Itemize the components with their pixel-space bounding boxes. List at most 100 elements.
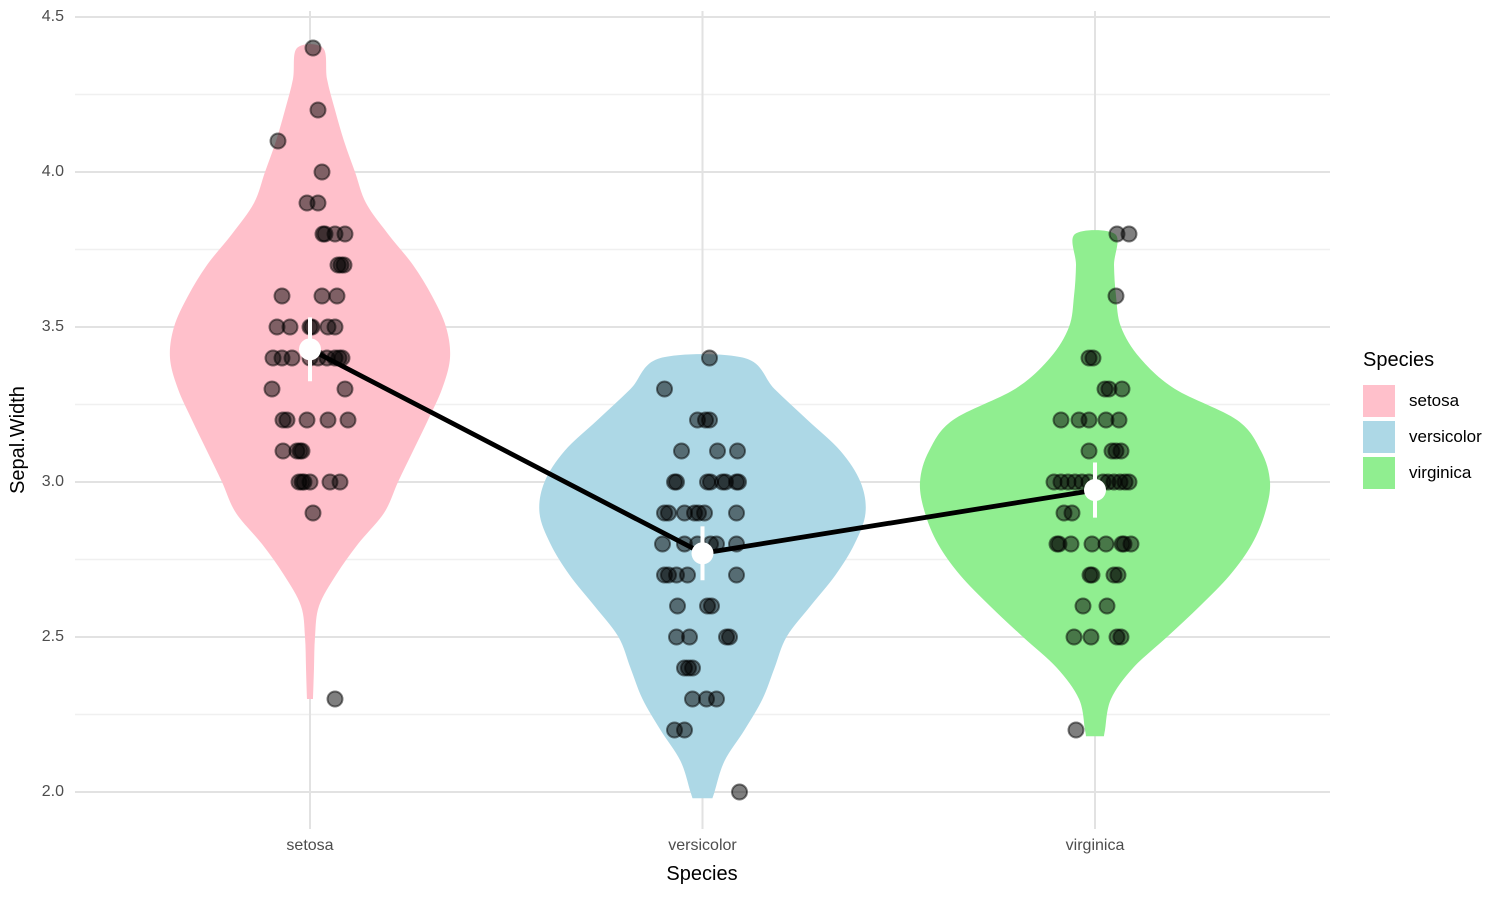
data-point-setosa xyxy=(335,256,353,274)
data-point-setosa xyxy=(328,287,346,305)
data-point-setosa xyxy=(278,411,296,429)
data-point-virginica xyxy=(1109,566,1127,584)
y-tick-label: 3.5 xyxy=(41,318,64,335)
data-point-virginica xyxy=(1083,566,1101,584)
mean-point-versicolor xyxy=(691,542,714,565)
data-point-setosa xyxy=(269,132,287,150)
data-point-setosa xyxy=(301,473,319,491)
data-point-versicolor xyxy=(673,442,690,460)
data-point-versicolor xyxy=(696,504,713,522)
data-point-virginica xyxy=(1084,349,1102,367)
data-point-virginica xyxy=(1107,287,1125,305)
mean-pointranges xyxy=(299,317,1106,581)
data-point-versicolor xyxy=(676,721,693,739)
y-tick-label: 4.0 xyxy=(41,163,64,180)
legend-title: Species xyxy=(1363,349,1435,371)
data-point-versicolor xyxy=(728,566,745,584)
data-point-versicolor xyxy=(660,504,677,522)
x-axis-title: Species xyxy=(666,863,738,885)
data-point-setosa xyxy=(339,411,357,429)
data-point-versicolor xyxy=(729,442,746,460)
legend: Species setosa versicolor virginica xyxy=(1363,348,1482,493)
data-point-versicolor xyxy=(701,349,718,367)
data-point-virginica xyxy=(1074,597,1092,615)
legend-swatch-virginica xyxy=(1363,457,1395,489)
data-point-setosa xyxy=(309,101,327,119)
legend-swatch-versicolor xyxy=(1363,421,1395,453)
data-point-versicolor xyxy=(668,473,685,491)
data-point-virginica xyxy=(1082,628,1100,646)
legend-swatch-setosa xyxy=(1363,385,1395,417)
data-point-virginica xyxy=(1112,628,1130,646)
data-point-virginica xyxy=(1063,504,1081,522)
data-point-setosa xyxy=(313,163,331,181)
data-point-versicolor xyxy=(679,566,696,584)
data-point-virginica xyxy=(1098,597,1116,615)
data-point-virginica xyxy=(1112,442,1130,460)
data-point-setosa xyxy=(326,690,344,708)
legend-label: virginica xyxy=(1409,463,1472,482)
data-point-setosa xyxy=(313,287,331,305)
data-point-virginica xyxy=(1097,535,1115,553)
data-point-virginica xyxy=(1062,535,1080,553)
y-tick-label: 2.0 xyxy=(41,783,64,800)
data-point-versicolor xyxy=(703,597,720,615)
data-point-virginica xyxy=(1113,380,1131,398)
data-point-setosa xyxy=(319,411,337,429)
data-point-versicolor xyxy=(721,628,738,646)
data-point-setosa xyxy=(274,442,292,460)
data-point-setosa xyxy=(336,225,354,243)
data-point-virginica xyxy=(1120,225,1138,243)
data-point-versicolor xyxy=(669,597,686,615)
y-tick-label: 2.5 xyxy=(41,628,64,645)
data-point-versicolor xyxy=(684,690,701,708)
y-tick-label: 4.5 xyxy=(41,8,64,25)
data-point-versicolor xyxy=(681,628,698,646)
data-point-setosa xyxy=(298,411,316,429)
data-point-setosa xyxy=(331,473,349,491)
data-point-versicolor xyxy=(730,473,747,491)
data-point-virginica xyxy=(1083,535,1101,553)
data-point-setosa xyxy=(326,318,344,336)
data-point-setosa xyxy=(263,380,281,398)
data-point-versicolor xyxy=(654,535,671,553)
data-point-setosa xyxy=(283,349,301,367)
data-point-versicolor xyxy=(701,411,718,429)
data-point-virginica xyxy=(1065,628,1083,646)
data-point-setosa xyxy=(304,504,322,522)
data-point-virginica xyxy=(1067,721,1085,739)
data-point-setosa xyxy=(281,318,299,336)
data-point-virginica xyxy=(1110,411,1128,429)
x-tick-label: versicolor xyxy=(668,837,737,854)
data-point-versicolor xyxy=(684,659,701,677)
y-tick-label: 3.0 xyxy=(41,473,64,490)
data-point-virginica xyxy=(1080,411,1098,429)
legend-label: versicolor xyxy=(1409,427,1482,446)
data-point-virginica xyxy=(1080,442,1098,460)
x-tick-label: virginica xyxy=(1065,837,1125,854)
legend-entry-virginica: virginica xyxy=(1363,457,1482,489)
legend-label: setosa xyxy=(1409,391,1460,410)
data-point-virginica xyxy=(1052,411,1070,429)
data-point-setosa xyxy=(336,380,354,398)
legend-entries: setosa versicolor virginica xyxy=(1363,385,1482,489)
data-point-versicolor xyxy=(728,504,745,522)
data-point-setosa xyxy=(273,287,291,305)
data-point-setosa xyxy=(293,442,311,460)
data-point-setosa xyxy=(304,39,322,57)
data-point-versicolor xyxy=(731,783,748,801)
data-point-versicolor xyxy=(708,690,725,708)
x-tick-label: setosa xyxy=(286,837,334,854)
data-point-versicolor xyxy=(709,442,726,460)
legend-entry-versicolor: versicolor xyxy=(1363,421,1482,453)
mean-point-virginica xyxy=(1084,479,1106,502)
data-point-virginica xyxy=(1122,535,1140,553)
mean-point-setosa xyxy=(299,338,321,361)
data-point-versicolor xyxy=(656,380,673,398)
data-point-setosa xyxy=(309,194,327,212)
data-point-virginica xyxy=(1120,473,1138,491)
jitter-points xyxy=(263,39,1140,801)
legend-entry-setosa: setosa xyxy=(1363,385,1482,417)
